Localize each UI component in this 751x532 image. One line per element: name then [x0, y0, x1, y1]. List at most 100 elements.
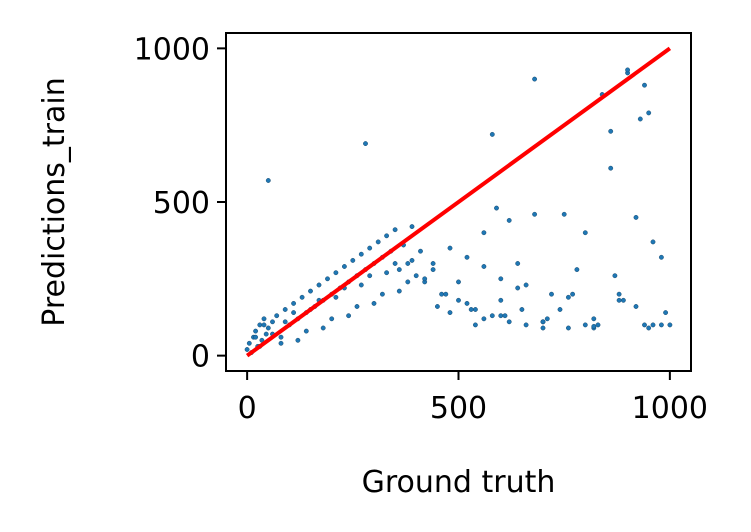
data-point [489, 131, 495, 137]
data-point [481, 264, 487, 269]
data-point [282, 319, 288, 325]
data-point [384, 270, 389, 276]
data-point [320, 325, 326, 331]
x-tick-label: 0 [238, 391, 257, 426]
data-point [367, 245, 373, 251]
data-point [650, 239, 656, 245]
data-point [396, 288, 402, 294]
data-point [263, 331, 269, 337]
data-point [612, 273, 618, 279]
data-point [270, 319, 275, 325]
data-point [299, 294, 305, 300]
data-point [481, 316, 487, 322]
data-point [295, 337, 301, 343]
data-point [595, 322, 601, 328]
data-point [608, 165, 614, 171]
data-point [261, 322, 267, 328]
data-point [367, 273, 373, 279]
data-point [557, 307, 563, 312]
data-point [515, 261, 521, 266]
data-point [621, 297, 626, 303]
data-point [375, 239, 381, 245]
x-tick-label: 500 [430, 391, 487, 426]
data-point [274, 313, 280, 319]
data-point [261, 316, 267, 322]
data-point [650, 322, 656, 328]
data-point [616, 297, 622, 303]
data-point [443, 291, 449, 297]
data-point [291, 300, 296, 306]
data-point [468, 307, 474, 312]
data-point [405, 261, 411, 266]
data-point [282, 307, 288, 312]
data-point [439, 291, 444, 297]
data-point [523, 322, 529, 328]
data-point [447, 310, 453, 315]
data-point [540, 319, 546, 325]
data-point [291, 310, 296, 315]
data-point [502, 313, 508, 319]
data-point [316, 282, 322, 288]
data-point [333, 294, 339, 300]
data-point [464, 300, 470, 306]
data-point [430, 267, 436, 272]
y-tick-label: 1000 [134, 32, 210, 67]
data-point [246, 340, 252, 346]
data-point [532, 211, 537, 217]
data-point [253, 334, 259, 340]
data-point [265, 325, 271, 331]
data-point [422, 276, 428, 282]
data-point [667, 322, 673, 328]
reference-line-layer [245, 46, 672, 358]
data-point [418, 248, 423, 254]
data-point [350, 257, 356, 263]
data-point [303, 328, 309, 334]
data-point [544, 316, 550, 322]
data-point [257, 322, 263, 328]
data-point [625, 67, 630, 73]
y-tick-label: 500 [153, 186, 210, 221]
data-point [384, 233, 389, 239]
data-point [456, 297, 461, 303]
data-point [464, 254, 470, 260]
data-point [358, 282, 364, 288]
data-point [519, 307, 525, 312]
data-point [456, 279, 461, 285]
data-point [637, 116, 643, 122]
data-point [633, 304, 639, 309]
data-point [409, 224, 415, 230]
y-axis-ticks: 0 500 1000 [134, 32, 226, 375]
data-point [646, 325, 652, 331]
data-point [566, 325, 571, 331]
x-axis-ticks: 0 500 1000 [238, 371, 708, 426]
data-point [616, 291, 622, 297]
data-point [244, 347, 250, 352]
data-point [265, 178, 271, 183]
data-point [325, 276, 330, 282]
data-point [659, 254, 664, 260]
data-point [396, 267, 402, 272]
data-point [532, 76, 537, 82]
data-point [523, 282, 529, 288]
data-point [489, 313, 495, 319]
data-point [472, 307, 478, 312]
data-point [659, 322, 664, 328]
data-point [582, 230, 588, 236]
data-point [608, 128, 614, 134]
data-point [540, 325, 546, 331]
data-point [405, 279, 411, 285]
data-point [308, 288, 313, 294]
data-point [341, 264, 347, 269]
data-point [346, 313, 351, 319]
data-point [515, 285, 521, 291]
data-point [498, 297, 504, 303]
data-point [371, 300, 377, 306]
data-point [472, 322, 478, 328]
data-point [434, 304, 440, 309]
data-point [278, 334, 284, 340]
identity-reference-line [245, 46, 672, 358]
data-point [494, 205, 499, 211]
data-point [663, 310, 668, 315]
